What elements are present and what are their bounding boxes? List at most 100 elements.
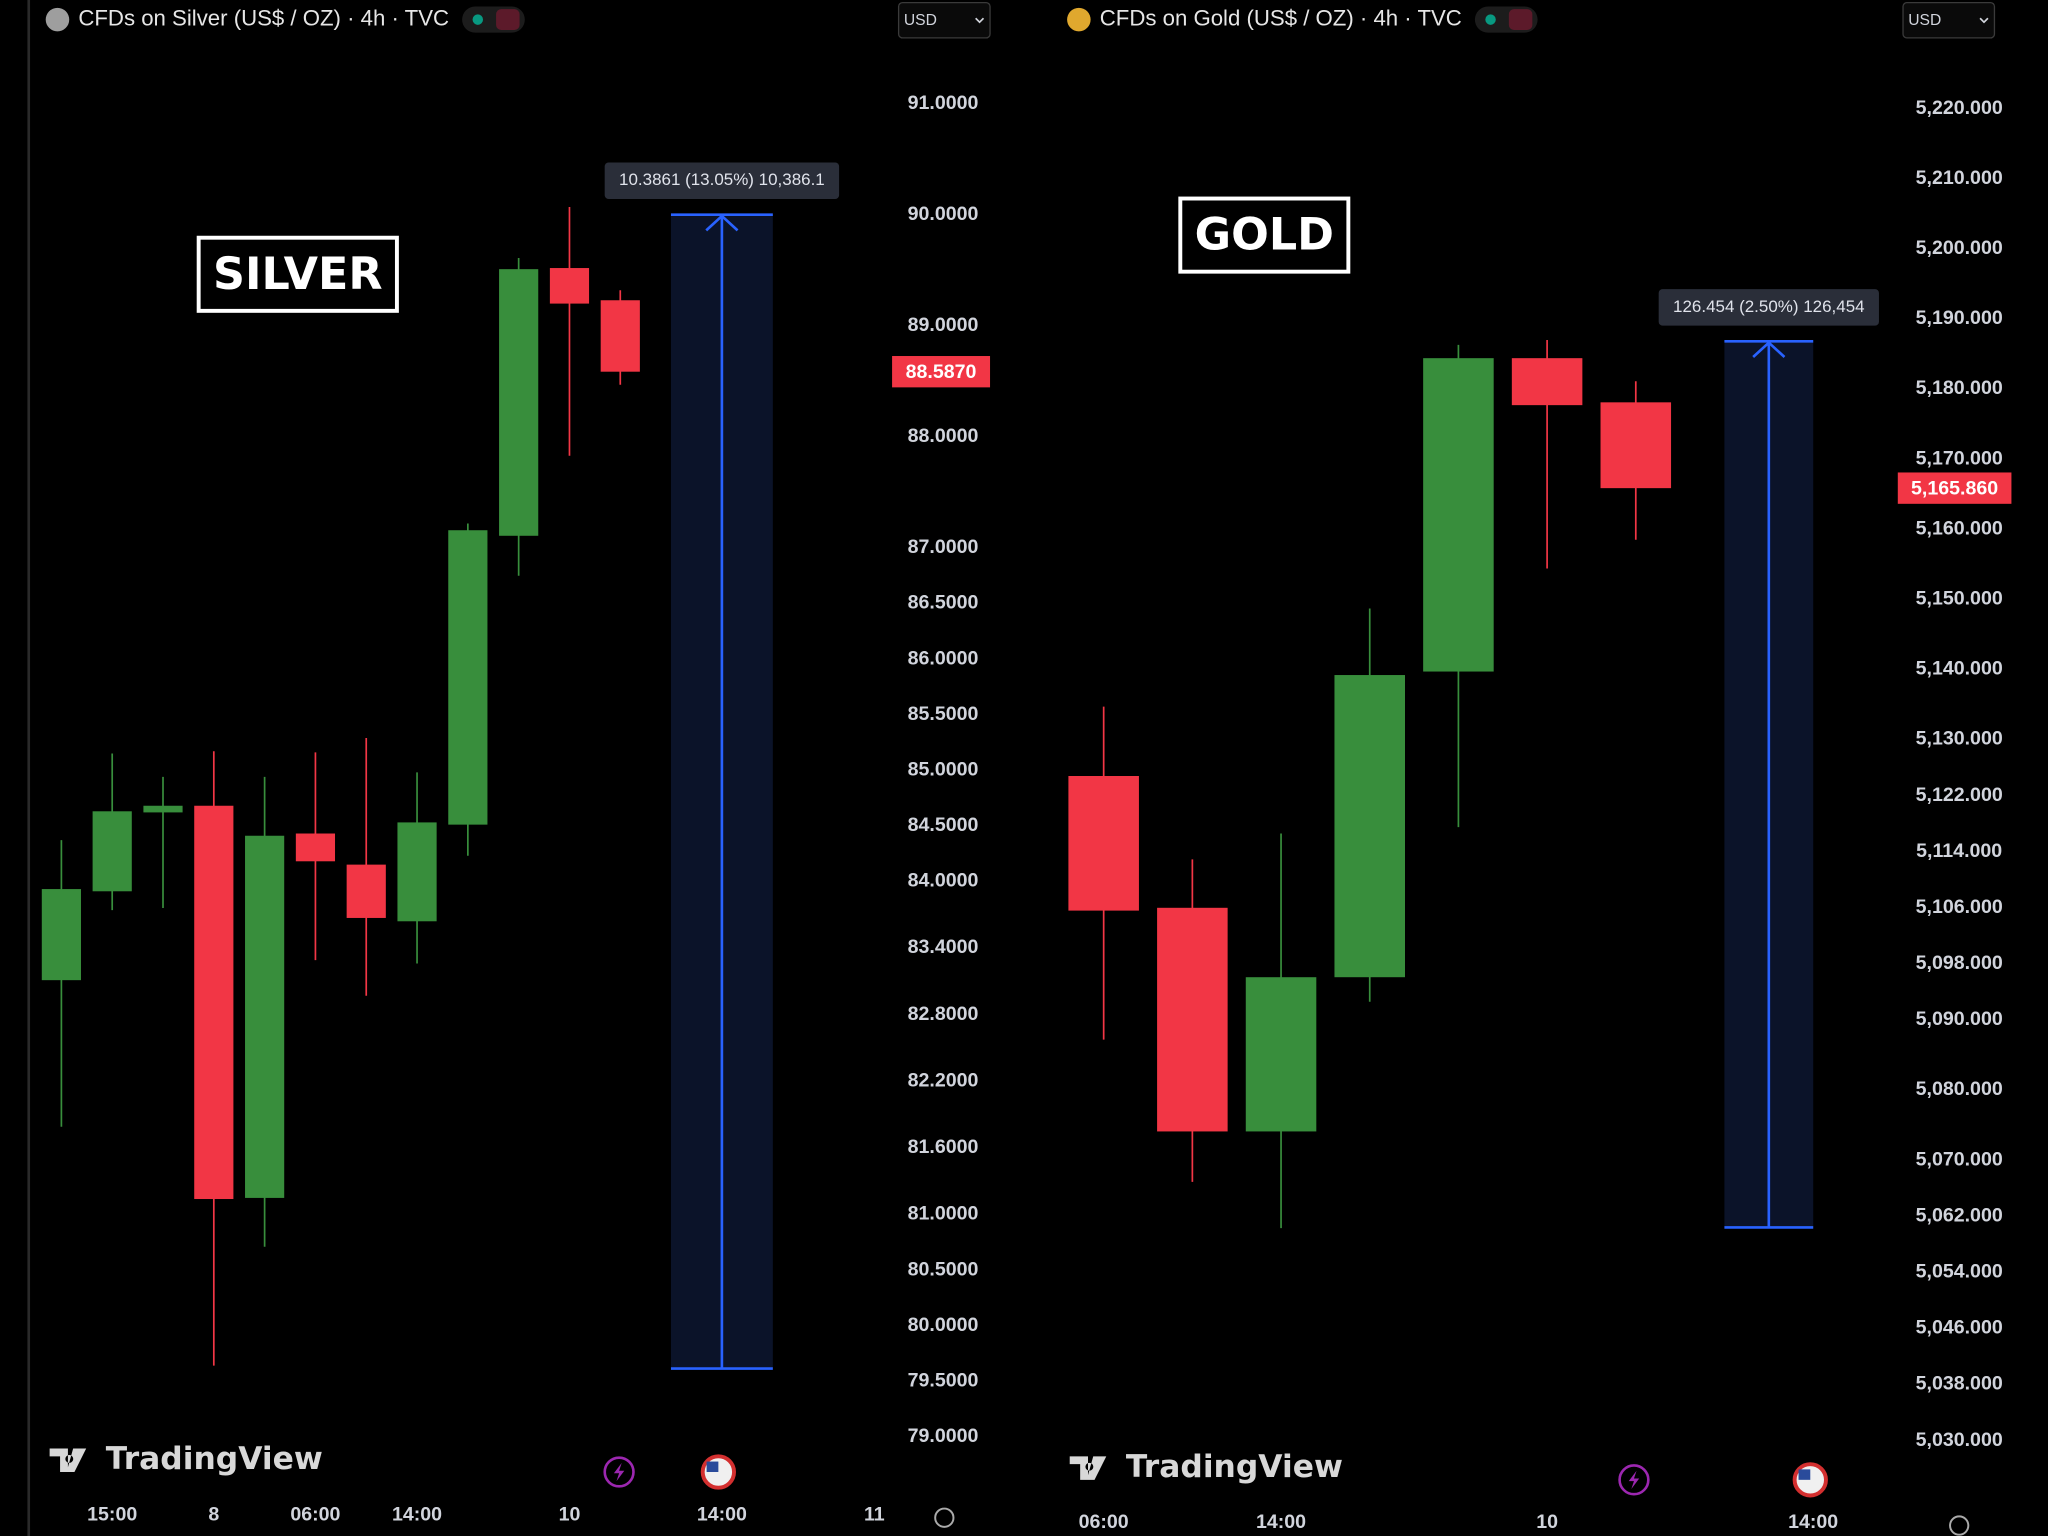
y-tick-label: 86.0000 (908, 647, 979, 669)
y-tick-label: 5,190.000 (1916, 307, 2003, 329)
y-tick-label: 5,046.000 (1916, 1317, 2003, 1339)
y-tick-label: 5,030.000 (1916, 1429, 2003, 1451)
candle-body (1511, 358, 1583, 406)
y-tick-label: 84.0000 (908, 869, 979, 891)
y-tick-label: 5,150.000 (1916, 588, 2003, 610)
y-tick-label: 82.2000 (908, 1069, 979, 1091)
y-tick-label: 89.0000 (908, 314, 979, 336)
lightning-icon[interactable] (603, 1456, 635, 1488)
y-tick-label: 83.4000 (908, 936, 979, 958)
candle-body (1245, 977, 1317, 1132)
measure-arrowhead (1752, 340, 1786, 358)
y-tick-label: 5,062.000 (1916, 1204, 2003, 1226)
y-tick-label: 85.5000 (908, 703, 979, 725)
x-tick-label: 8 (208, 1503, 219, 1525)
candle-body (499, 269, 539, 536)
currency-caret (975, 17, 985, 24)
status-dot (472, 14, 484, 25)
y-tick-label: 5,070.000 (1916, 1148, 2003, 1170)
y-tick-label: 90.0000 (908, 203, 979, 225)
annotation: SILVER (213, 249, 383, 300)
candle-body (549, 268, 590, 304)
x-tick-label: 10 (559, 1503, 581, 1525)
settings-icon[interactable] (1949, 1515, 1970, 1536)
candle-body (41, 889, 81, 981)
y-tick-label: 5,200.000 (1916, 237, 2003, 259)
y-tick-label: 79.0000 (908, 1425, 979, 1447)
x-tick-label: 14:00 (1788, 1511, 1838, 1533)
y-tick-label: 86.5000 (908, 592, 979, 614)
y-tick-label: 80.0000 (908, 1314, 979, 1336)
y-tick-label: 84.5000 (908, 814, 979, 836)
x-tick-label: 10 (1536, 1511, 1558, 1533)
y-tick-label: 5,170.000 (1916, 447, 2003, 469)
currency-select[interactable] (897, 1, 991, 39)
status-flag (1508, 9, 1533, 31)
candle-body (448, 530, 488, 825)
candle-body (143, 805, 183, 813)
candle-body (295, 833, 336, 862)
settings-icon[interactable] (934, 1507, 955, 1528)
watermark: TradingView (1126, 1449, 1343, 1485)
y-tick-label: 80.5000 (908, 1258, 979, 1280)
currency-select[interactable] (1902, 1, 1996, 39)
tv-logo (49, 1448, 87, 1472)
currency-label: USD (904, 12, 937, 29)
y-tick-label: 5,122.000 (1916, 784, 2003, 806)
candle-body (1334, 675, 1405, 978)
measure-label: 10.3861 (13.05%) 10,386.1 (619, 170, 825, 189)
candle-body (1423, 358, 1494, 672)
status-dot (1485, 14, 1496, 25)
y-tick-label: 81.6000 (908, 1136, 979, 1158)
y-tick-label: 5,180.000 (1916, 377, 2003, 399)
candle-body (600, 300, 640, 372)
y-tick-label: 5,160.000 (1916, 517, 2003, 539)
y-tick-label: 5,098.000 (1916, 952, 2003, 974)
x-tick-label: 14:00 (697, 1503, 747, 1525)
flag-canton (1798, 1469, 1811, 1480)
lightning-glyph (1628, 1470, 1640, 1489)
symbol-icon (1067, 7, 1091, 32)
y-tick-label: 5,220.000 (1916, 97, 2003, 119)
annotation-box (196, 235, 399, 313)
last-price-label: 5,165.860 (1911, 478, 1998, 500)
y-tick-label: 5,140.000 (1916, 658, 2003, 680)
candle-body (92, 811, 132, 892)
chart-title: CFDs on Gold (US$ / OZ) · 4h · TVC (1100, 5, 1462, 30)
measure-label-box (604, 162, 840, 200)
x-tick-label: 06:00 (290, 1503, 340, 1525)
currency-label: USD (1908, 12, 1941, 29)
y-tick-label: 5,130.000 (1916, 728, 2003, 750)
annotation: GOLD (1195, 210, 1334, 261)
candle-body (1157, 907, 1228, 1132)
last-price-label: 88.5870 (906, 361, 977, 383)
candle-body (397, 822, 437, 922)
measure-arrowhead (705, 214, 739, 232)
candle-body (1600, 402, 1672, 489)
candle-body (346, 864, 386, 918)
y-tick-label: 88.0000 (908, 425, 979, 447)
x-tick-label: 06:00 (1079, 1511, 1129, 1533)
watermark: TradingView (106, 1441, 323, 1477)
measure-label-box (1658, 289, 1879, 326)
candle-body (1068, 775, 1139, 911)
y-tick-label: 81.0000 (908, 1203, 979, 1225)
y-tick-label: 5,106.000 (1916, 896, 2003, 918)
candle-body (245, 835, 285, 1198)
y-tick-label: 5,038.000 (1916, 1373, 2003, 1395)
status-flag (496, 9, 520, 31)
candle-body (194, 805, 234, 1200)
lightning-icon[interactable] (1618, 1464, 1650, 1496)
symbol-icon (45, 7, 70, 32)
x-tick-label: 11 (864, 1503, 885, 1525)
y-tick-label: 5,114.000 (1916, 840, 2002, 862)
y-tick-label: 5,090.000 (1916, 1008, 2003, 1030)
tv-logo (1069, 1456, 1107, 1480)
y-tick-label: 79.5000 (908, 1369, 979, 1391)
y-tick-label: 5,210.000 (1916, 167, 2003, 189)
x-tick-label: 14:00 (1256, 1511, 1306, 1533)
x-tick-label: 15:00 (87, 1503, 137, 1525)
